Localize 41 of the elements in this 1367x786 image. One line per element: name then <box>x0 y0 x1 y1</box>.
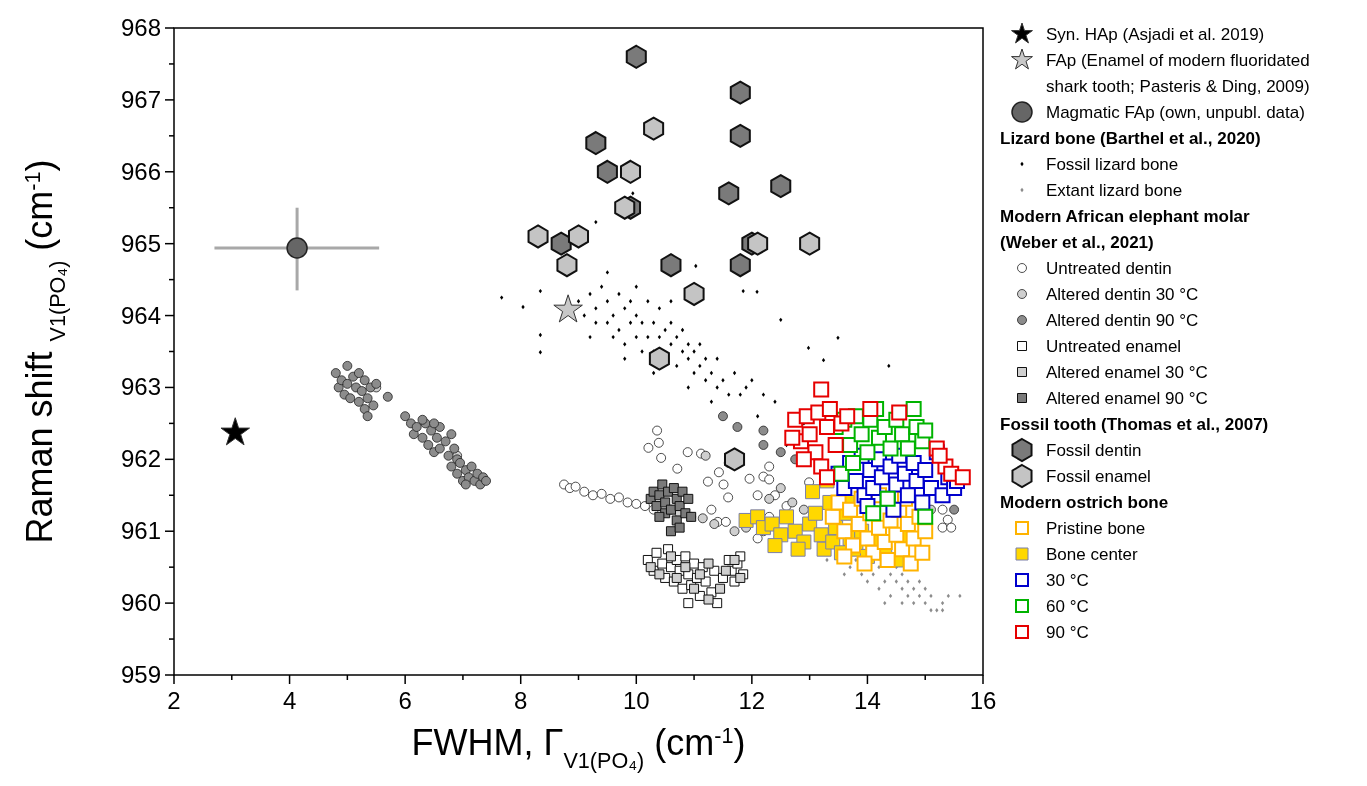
y-tick-label: 967 <box>120 85 161 113</box>
legend-label: Untreated enamel <box>1046 337 1182 356</box>
legend-label: Syn. HAp (Asjadi et al. 2019) <box>1046 25 1265 44</box>
y-tick-label: 959 <box>120 661 161 688</box>
x-tick-label: 14 <box>854 687 881 714</box>
x-tick-label: 4 <box>282 687 297 714</box>
y-tick-label: 968 <box>120 14 161 41</box>
x-axis-title: FWHM, Γ$_{V1(PO₄)}$ (cm$^{-1}$) <box>411 722 746 773</box>
y-tick-label: 961 <box>120 517 161 545</box>
legend-label: Altered dentin 30 °C <box>1046 285 1199 304</box>
x-tick-label: 10 <box>622 687 650 714</box>
text: Lizard bone (Barthel et al., 2020) <box>1000 129 1261 148</box>
legend-label: Fossil enamel <box>1046 467 1151 486</box>
x-tick-label: 8 <box>514 687 528 714</box>
legend-label: Altered dentin 90 °C <box>1046 311 1199 330</box>
x-tick-label: 2 <box>167 687 181 714</box>
y-tick-label: 960 <box>120 589 161 617</box>
legend-label: Bone center <box>1046 545 1139 564</box>
legend-label: FAp (Enamel of modern fluoridated shark tooth; Pasteris & Ding, 2009) <box>1046 51 1310 96</box>
x-tick-label: 6 <box>398 687 412 714</box>
legend-label: Pristine bone <box>1046 519 1146 538</box>
y-tick-label: 966 <box>120 157 161 185</box>
y-tick-label: 963 <box>120 373 161 401</box>
legend-label: Altered enamel 30 °C <box>1046 363 1208 382</box>
legend-label: Extant lizard bone <box>1046 181 1183 200</box>
legend-label: 30 °C <box>1046 571 1089 590</box>
x-tick-label: 12 <box>738 687 766 714</box>
legend-label: 90 °C <box>1046 623 1089 642</box>
y-tick-label: 965 <box>120 229 161 257</box>
legend-label: Altered enamel 90 °C <box>1046 389 1208 408</box>
legend-label: Fossil dentin <box>1046 441 1142 460</box>
legend-label: Untreated dentin <box>1046 259 1172 278</box>
legend-label: Magmatic FAp (own, unpubl. data) <box>1046 103 1305 122</box>
legend-label: 60 °C <box>1046 597 1089 616</box>
text: Modern ostrich bone <box>1000 493 1169 512</box>
y-tick-label: 962 <box>120 445 161 473</box>
text: Fossil tooth (Thomas et al., 2007) <box>1000 415 1269 434</box>
y-tick-label: 964 <box>120 301 161 329</box>
text: Modern African elephant molar (Weber et al., 2021) <box>1000 207 1251 252</box>
x-tick-label: 16 <box>969 687 997 714</box>
legend-label: Fossil lizard bone <box>1046 155 1179 174</box>
